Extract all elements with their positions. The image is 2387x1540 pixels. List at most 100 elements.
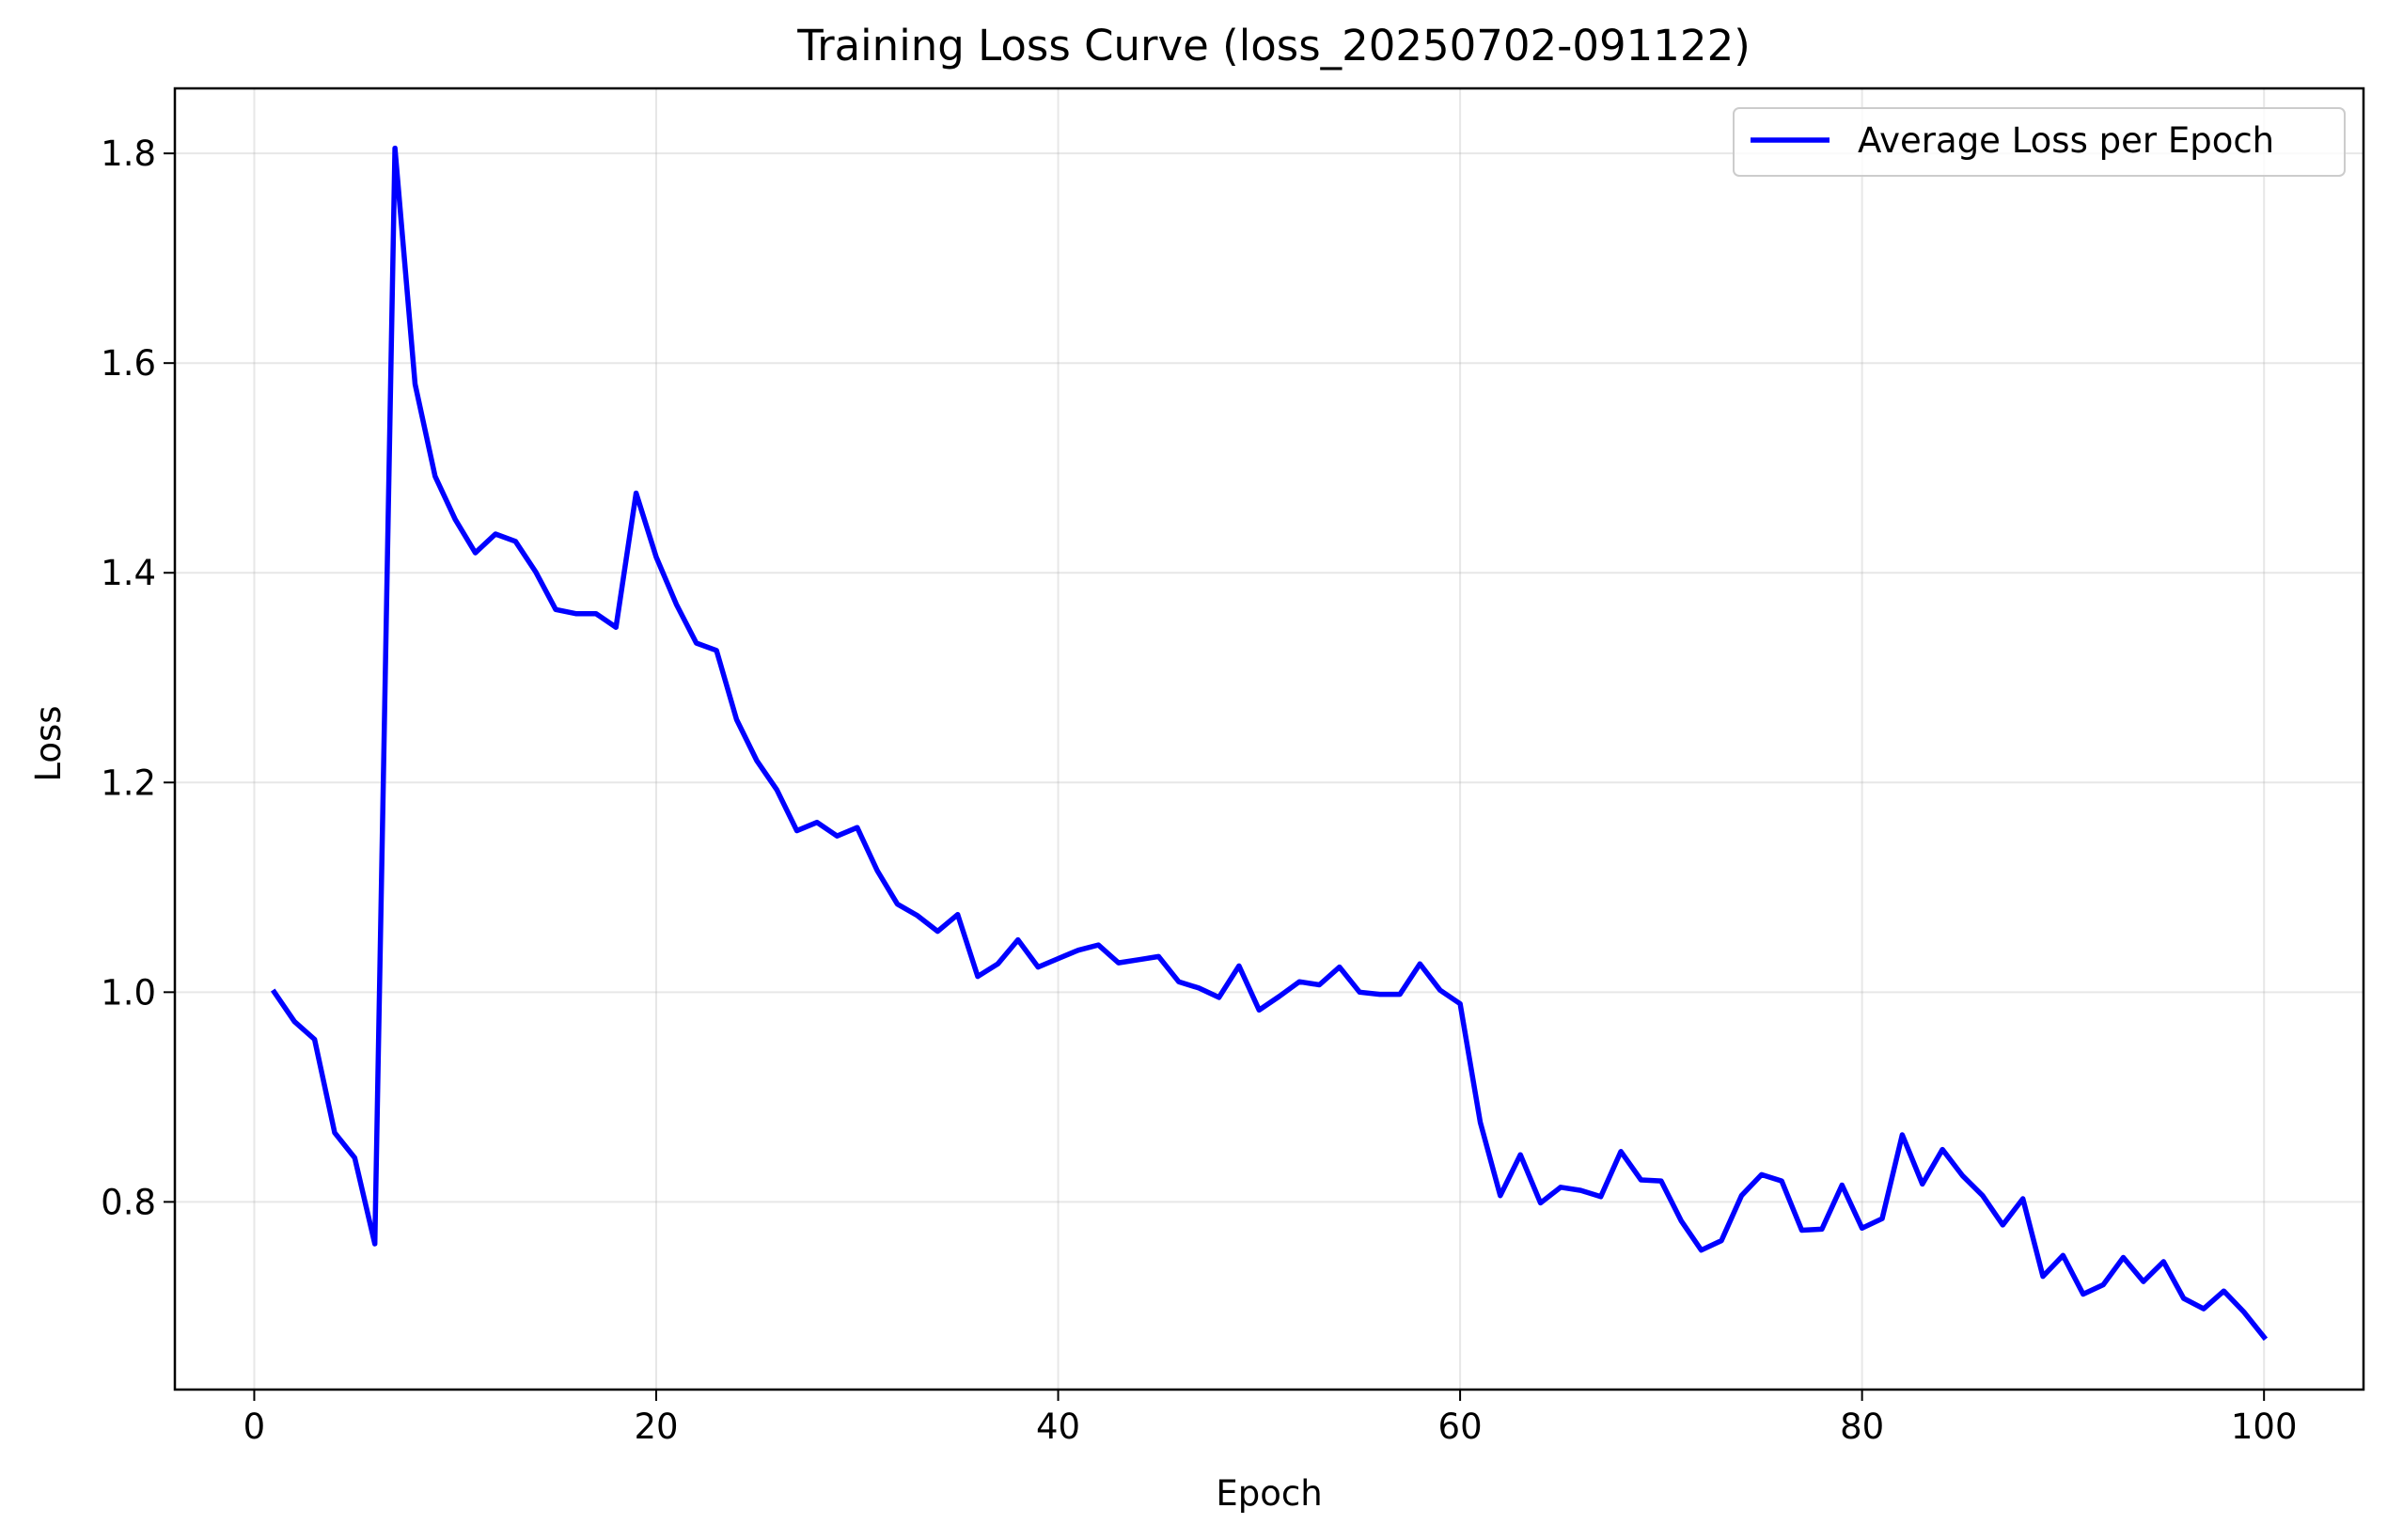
data-point — [1860, 1226, 1864, 1231]
data-point — [835, 834, 840, 839]
y-tick-label: 1.2 — [101, 762, 156, 803]
chart-title: Training Loss Curve (loss_20250702-09112… — [796, 21, 1751, 71]
data-point — [1498, 1193, 1502, 1198]
x-tick-label: 20 — [634, 1406, 678, 1447]
data-point — [634, 491, 638, 495]
data-point — [1920, 1182, 1924, 1186]
data-point — [2202, 1307, 2206, 1312]
data-point — [1699, 1248, 1704, 1252]
data-point — [1880, 1217, 1885, 1221]
data-point — [715, 648, 719, 652]
data-point — [1437, 988, 1442, 993]
data-point — [996, 962, 1000, 966]
data-point — [1679, 1218, 1684, 1223]
y-axis-label: Loss — [28, 705, 69, 781]
data-point — [2141, 1280, 2145, 1284]
legend: Average Loss per Epoch — [1733, 107, 2346, 177]
data-point — [1358, 990, 1362, 995]
x-tick-label: 80 — [1840, 1406, 1884, 1447]
data-point — [2101, 1282, 2106, 1287]
data-point — [875, 869, 880, 873]
data-point — [593, 611, 598, 616]
y-tick-label: 1.8 — [101, 134, 156, 174]
data-point — [895, 902, 900, 906]
data-point — [1639, 1178, 1643, 1183]
series-line-average-loss — [270, 145, 2269, 1342]
data-point — [372, 1242, 377, 1247]
data-point — [855, 825, 859, 830]
data-point — [1799, 1228, 1804, 1233]
data-point — [1900, 1133, 1905, 1138]
data-point — [1076, 948, 1080, 952]
x-tick-label: 40 — [1036, 1406, 1080, 1447]
data-point — [1015, 937, 1020, 942]
data-point — [1176, 980, 1181, 984]
x-axis: 0 20 40 60 80 100 — [243, 1390, 2297, 1447]
data-point — [2061, 1253, 2065, 1258]
data-point — [1317, 982, 1322, 987]
data-point — [955, 912, 960, 917]
data-point — [513, 539, 518, 543]
data-point — [674, 602, 679, 606]
axes-frame — [173, 86, 2365, 1391]
data-point — [694, 641, 699, 646]
y-tick-label: 1.6 — [101, 343, 156, 384]
data-point — [432, 474, 437, 479]
data-point — [2241, 1310, 2246, 1314]
data-point — [815, 820, 820, 825]
data-point — [1377, 992, 1382, 997]
data-point — [292, 1019, 297, 1024]
data-point — [775, 788, 779, 793]
data-point — [1840, 1183, 1845, 1187]
data-point — [1658, 1179, 1663, 1184]
data-point — [393, 146, 398, 150]
data-point — [1478, 1120, 1483, 1124]
data-point — [453, 517, 458, 522]
data-point — [654, 555, 659, 559]
y-tick-label: 1.4 — [101, 553, 156, 593]
legend-label-average-loss: Average Loss per Epoch — [1858, 120, 2274, 161]
data-point — [272, 990, 276, 995]
data-point — [1559, 1185, 1563, 1189]
data-point — [573, 611, 578, 616]
data-point — [1759, 1172, 1764, 1177]
data-point — [2262, 1335, 2267, 1340]
data-point — [1960, 1173, 1965, 1178]
data-point — [533, 570, 538, 574]
grid-lines — [175, 88, 2363, 1390]
data-point — [794, 828, 799, 833]
data-point — [1137, 957, 1141, 962]
y-axis: 0.8 1.0 1.2 1.4 1.6 1.8 — [101, 134, 175, 1222]
data-point — [2181, 1296, 2186, 1301]
data-point — [1518, 1153, 1523, 1157]
y-tick-label: 0.8 — [101, 1182, 156, 1222]
data-point — [1418, 962, 1422, 966]
data-point — [1619, 1149, 1624, 1154]
x-tick-label: 0 — [243, 1406, 266, 1447]
data-point — [2161, 1259, 2166, 1264]
data-point — [1257, 1008, 1262, 1013]
data-point — [1780, 1179, 1784, 1184]
data-point — [413, 382, 417, 386]
data-point — [1297, 980, 1302, 984]
data-point — [1197, 985, 1201, 990]
data-point — [1116, 961, 1121, 966]
data-point — [1538, 1201, 1543, 1205]
data-point — [554, 607, 558, 612]
y-tick-label: 1.0 — [101, 972, 156, 1013]
data-point — [312, 1037, 317, 1042]
data-point — [1096, 943, 1101, 948]
data-point — [1739, 1193, 1744, 1198]
data-point — [1940, 1147, 1945, 1152]
x-tick-label: 60 — [1438, 1406, 1483, 1447]
data-point — [2222, 1289, 2226, 1294]
data-point — [734, 717, 739, 722]
data-point — [1578, 1188, 1583, 1193]
data-point — [1980, 1193, 1985, 1198]
x-axis-label: Epoch — [1216, 1473, 1322, 1514]
data-point — [1598, 1194, 1603, 1199]
data-point — [1720, 1238, 1724, 1243]
data-point — [754, 758, 759, 762]
